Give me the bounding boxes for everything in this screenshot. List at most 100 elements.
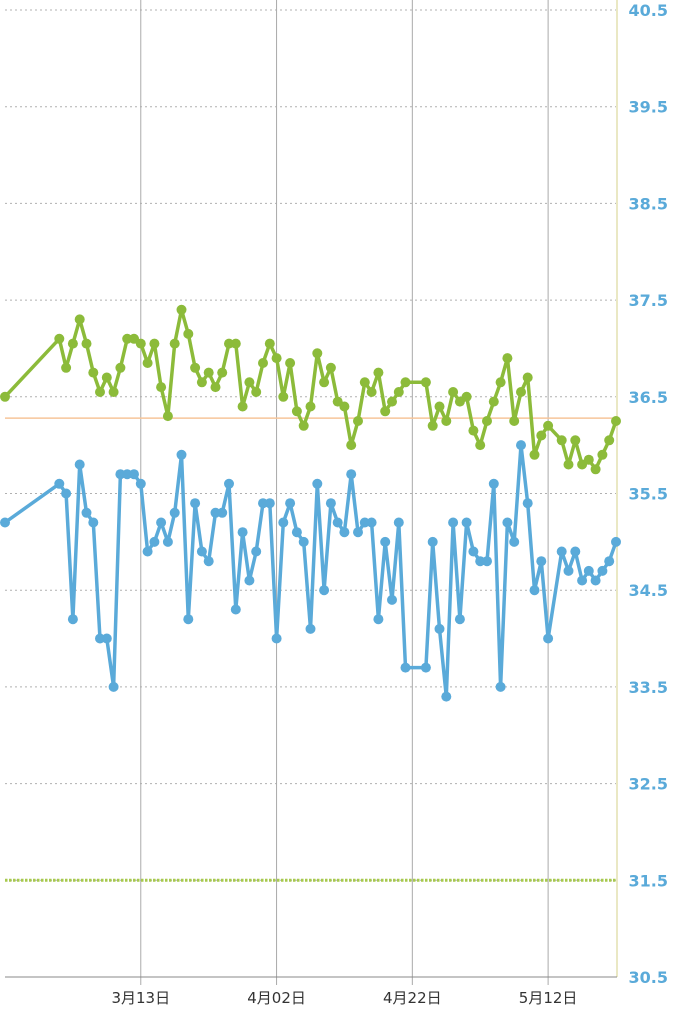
data-point (74, 314, 85, 325)
data-point (319, 585, 330, 596)
data-point (156, 517, 167, 528)
data-point (448, 387, 459, 397)
data-point (278, 517, 289, 528)
data-point (264, 498, 275, 509)
y-axis-tick-labels: 30.5 31.5 32.5 33.5 34.5 35.5 36.5 37.5 38.5 39.5… (629, 1, 668, 987)
y-tick-label: 36.5 (629, 388, 668, 407)
data-point (393, 517, 404, 528)
data-point (142, 546, 153, 557)
data-point (81, 338, 92, 349)
data-point (373, 614, 384, 625)
data-point (190, 362, 201, 373)
data-point (380, 536, 391, 547)
data-point (590, 464, 601, 475)
data-point (536, 556, 547, 567)
data-point (366, 387, 377, 397)
data-point (251, 387, 262, 397)
data-point (427, 536, 438, 547)
data-point (577, 575, 588, 586)
data-point (176, 304, 187, 315)
y-tick-label: 31.5 (629, 871, 668, 890)
data-point (454, 614, 465, 625)
x-tick-label: 5月12日 (519, 989, 578, 1007)
data-point (387, 396, 397, 407)
data-point (54, 333, 65, 344)
x-tick-label: 4月02日 (247, 989, 306, 1007)
data-point (196, 546, 207, 557)
data-point (244, 575, 255, 586)
data-point (156, 382, 167, 393)
data-point (441, 416, 452, 426)
data-point (149, 338, 160, 349)
grid-lines (5, 0, 616, 985)
data-point (135, 478, 146, 489)
data-point (285, 358, 296, 368)
data-point (298, 420, 309, 431)
data-point (434, 401, 445, 412)
data-point (237, 401, 248, 412)
data-point (61, 488, 72, 499)
data-point (291, 527, 302, 538)
data-point (502, 353, 513, 364)
data-point (353, 416, 363, 426)
data-point (536, 430, 547, 441)
y-tick-label: 37.5 (629, 291, 668, 310)
data-point (325, 498, 336, 509)
y-tick-label: 39.5 (629, 98, 668, 117)
data-point (468, 425, 479, 436)
x-tick-label: 3月13日 (111, 989, 170, 1007)
data-point (67, 614, 78, 625)
data-point (61, 362, 72, 373)
y-tick-label: 34.5 (629, 581, 668, 600)
x-tick-label: 4月22日 (383, 989, 442, 1007)
data-point (488, 478, 499, 489)
data-point (509, 416, 520, 426)
y-tick-label: 40.5 (629, 1, 668, 20)
data-point (434, 623, 445, 634)
data-point (210, 382, 221, 393)
data-point (162, 536, 173, 547)
data-point (271, 633, 282, 644)
data-point (387, 594, 397, 605)
y-tick-label: 35.5 (629, 485, 668, 504)
data-point (359, 377, 370, 388)
y-tick-label: 32.5 (629, 775, 668, 794)
data-point (230, 338, 241, 349)
data-point (54, 478, 65, 489)
data-point (332, 517, 343, 528)
data-point (597, 565, 608, 576)
data-point (556, 546, 567, 557)
series-layer (0, 304, 621, 702)
data-point (0, 517, 10, 528)
data-point (583, 565, 594, 576)
data-point (325, 362, 336, 373)
data-point (298, 536, 309, 547)
data-point (196, 377, 207, 388)
data-point (441, 691, 452, 702)
data-point (285, 498, 296, 509)
data-point (95, 387, 105, 397)
data-point (502, 517, 513, 528)
data-point (217, 367, 228, 378)
data-point (570, 435, 581, 446)
data-point (162, 411, 173, 422)
data-point (611, 416, 621, 426)
data-point (0, 391, 10, 402)
data-point (258, 358, 268, 368)
data-point (305, 623, 316, 634)
data-point (509, 536, 520, 547)
data-point (393, 387, 404, 397)
data-point (353, 527, 363, 538)
data-point (291, 406, 302, 417)
y-tick-label: 30.5 (629, 968, 668, 987)
data-point (67, 338, 78, 349)
axes (5, 0, 618, 978)
data-point (529, 585, 540, 596)
data-point (482, 416, 492, 426)
data-point (312, 348, 323, 359)
data-point (169, 338, 180, 349)
data-point (169, 507, 180, 518)
y-tick-label: 33.5 (629, 678, 668, 697)
data-point (264, 338, 275, 349)
